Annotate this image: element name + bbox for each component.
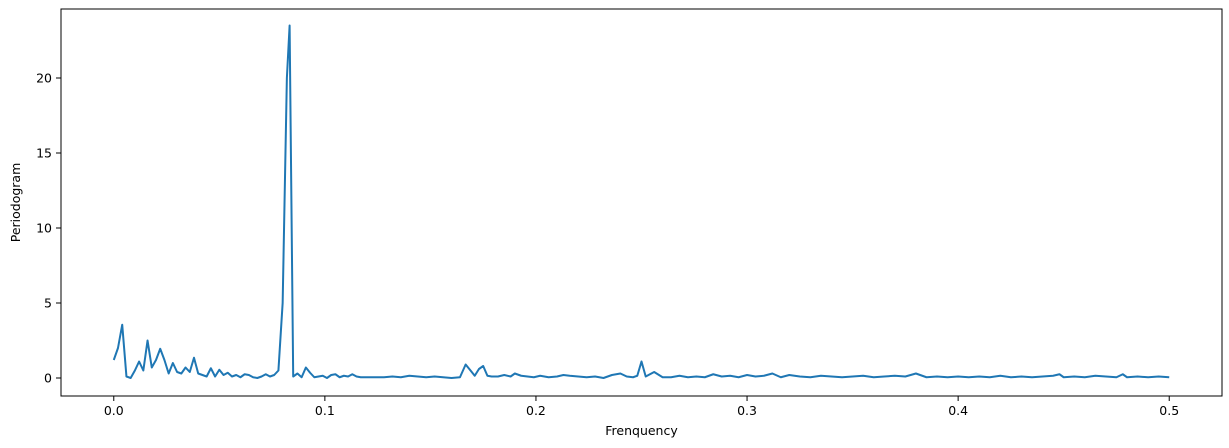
x-tick-label: 0.2: [526, 403, 546, 418]
series-layer: [112, 24, 1170, 379]
x-axis-label: Frenquency: [605, 423, 678, 438]
plot-frame: [60, 8, 1223, 397]
y-tick-label: 10: [36, 221, 52, 236]
x-tick-label: 0.1: [315, 403, 335, 418]
x-tick-label: 0.5: [1159, 403, 1179, 418]
x-tick-label: 0.4: [948, 403, 968, 418]
y-tick-label: 20: [36, 71, 52, 86]
y-axis-label: Periodogram: [8, 163, 23, 243]
x-axis-ticks: 0.0 0.1 0.2 0.3 0.4 0.5: [104, 396, 1179, 418]
y-tick-label: 15: [36, 146, 52, 161]
x-tick-label: 0.0: [104, 403, 124, 418]
y-axis-ticks: 0 5 10 15 20: [36, 71, 61, 386]
x-tick-label: 0.3: [737, 403, 757, 418]
y-tick-label: 0: [44, 371, 52, 386]
periodogram-line: [112, 24, 1170, 379]
y-tick-label: 5: [44, 296, 52, 311]
